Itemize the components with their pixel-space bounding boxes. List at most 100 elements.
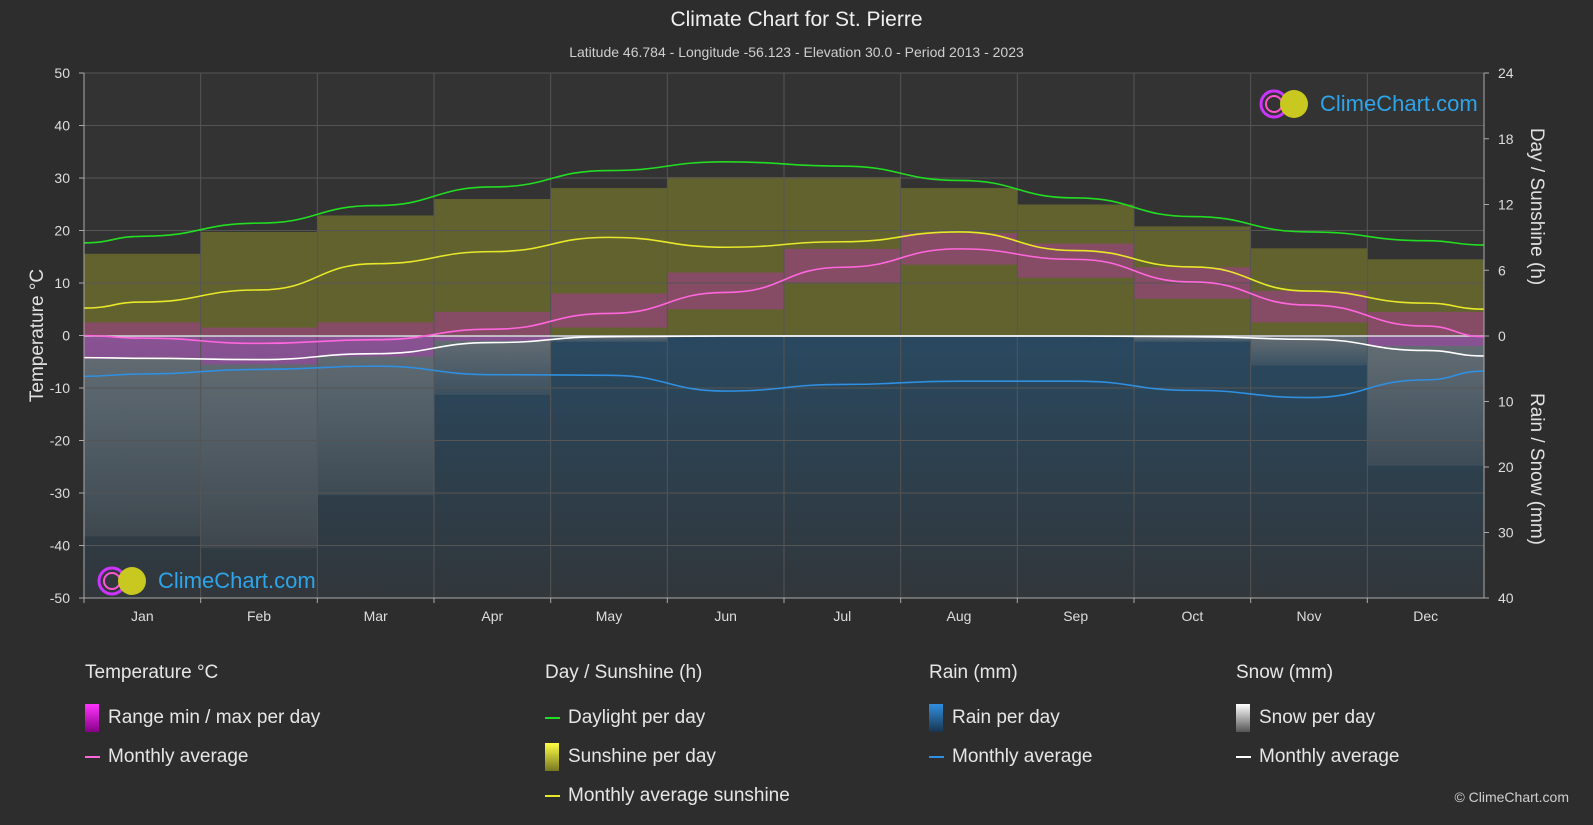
sunshine-bar [434,199,551,336]
daylight-swatch [545,716,560,719]
snow-avg-line [83,335,1485,361]
sunshine-bar [900,188,1018,336]
temp-range-bar [1250,290,1368,323]
copyright: © ClimeChart.com [1454,789,1569,805]
sunshine-bar [1017,204,1134,336]
right-tick-label: 18 [1498,131,1514,147]
legend-sunshine: Day / Sunshine (h) Daylight per day Suns… [545,662,790,815]
month-label: Jun [714,608,737,624]
month-label: Aug [947,608,972,624]
chart-title: Climate Chart for St. Pierre [670,8,923,31]
sunshine-bar [1250,248,1368,336]
snow-bar [1250,336,1368,366]
right-tick-label: 6 [1498,262,1506,278]
legend-snow-day: Snow per day [1236,698,1399,737]
snow-bar [84,336,201,537]
snow-swatch [1236,703,1250,732]
left-tick-label: -10 [50,380,70,396]
month-label: Jul [833,608,851,624]
legend-snow-title: Snow (mm) [1236,662,1334,683]
left-tick-label: 20 [54,223,70,239]
sunshine-avg-swatch [545,794,560,797]
snow-bar [317,336,434,496]
logo-top[interactable]: ClimeChart.com [1258,88,1478,120]
sunshine-bar [550,188,668,336]
legend-rain-avg: Monthly average [929,737,1092,776]
legend-label: Sunshine per day [568,745,716,767]
left-tick-label: -20 [50,433,70,449]
legend-label: Monthly average [108,745,249,767]
logo-text: ClimeChart.com [1320,91,1478,116]
sunshine-bar [84,253,201,336]
temp-avg-line [83,248,1485,345]
legend-temperature-title: Temperature °C [85,662,219,683]
logo-text: ClimeChart.com [158,568,316,593]
rain-bar [550,336,668,598]
legend-label: Range min / max per day [108,706,321,728]
month-label: Sep [1063,608,1088,624]
rain-bar [1134,336,1251,598]
legend-temperature: Temperature °C Range min / max per day M… [85,662,320,776]
legend-label: Monthly average [952,745,1093,767]
left-tick-label: 30 [54,170,70,186]
month-label: Feb [247,608,271,624]
temp-range-bar [784,248,901,283]
left-tick-label: 40 [54,118,70,134]
legend-daylight: Daylight per day [545,698,790,737]
axis-layer: 50 40 30 20 10 0 -10 -20 -30 -40 -50 24 18 12 6 0 10 20 30… [27,65,1547,624]
snow-bar [434,336,551,395]
sunshine-bar [1367,259,1484,336]
legend-temp-avg: Monthly average [85,737,320,776]
daylight-line [83,160,1485,246]
right-tick-label: 12 [1498,197,1514,213]
legend-rain-title: Rain (mm) [929,662,1018,683]
logo-icon [97,566,146,596]
series-lines-layer [83,160,1485,399]
rain-swatch [929,703,943,732]
legend-label: Rain per day [952,706,1060,728]
sunshine-avg-line [83,231,1485,310]
left-tick-label: 50 [54,65,70,81]
temp-range-bar [1017,243,1134,278]
month-label: Nov [1297,608,1322,624]
rain-bar [784,336,901,598]
legend-sunshine-title: Day / Sunshine (h) [545,662,703,683]
right-tick-label: 10 [1498,394,1514,410]
left-tick-label: 10 [54,275,70,291]
right-tick-label: 30 [1498,525,1514,541]
rain-bar [667,336,784,598]
right-tick-label: 40 [1498,590,1514,606]
temp-range-bar [550,293,668,328]
left-tick-label: -50 [50,590,70,606]
climate-chart: 50 40 30 20 10 0 -10 -20 -30 -40 -50 24 18 12 6 0 10 20 30… [27,65,1547,624]
legend-rain-day: Rain per day [929,698,1092,737]
temp-range-bar [667,272,784,310]
sunshine-swatch [545,742,559,771]
legend-temp-range: Range min / max per day [85,698,320,737]
snow-avg-swatch [1236,755,1251,758]
snow-bar [200,336,318,549]
legend-rain: Rain (mm) Rain per day Monthly average [929,662,1092,776]
month-label: Apr [481,608,503,624]
rain-bar [900,336,1018,598]
temp-avg-swatch [85,755,100,758]
snow-bar [1367,336,1484,466]
right-bottom-axis-title: Rain / Snow (mm) [1526,393,1547,545]
snow-bar [550,336,668,342]
snow-bar [1134,336,1251,342]
chart-subtitle: Latitude 46.784 - Longitude -56.123 - El… [569,44,1024,60]
month-label: Mar [364,608,388,624]
month-label: Oct [1181,608,1203,624]
sunshine-bar [784,177,901,336]
left-tick-label: 0 [62,328,70,344]
month-label: May [596,608,622,624]
legend-snow: Snow (mm) Snow per day Monthly average [1236,662,1399,776]
temp-range-bar [1367,311,1484,346]
logo-icon [1259,89,1308,119]
logo-bottom[interactable]: ClimeChart.com [96,565,316,597]
month-label: Jan [131,608,154,624]
right-tick-label: 20 [1498,459,1514,475]
rain-bar [1250,336,1368,598]
legend-snow-avg: Monthly average [1236,737,1399,776]
rain-bar [1017,336,1134,598]
